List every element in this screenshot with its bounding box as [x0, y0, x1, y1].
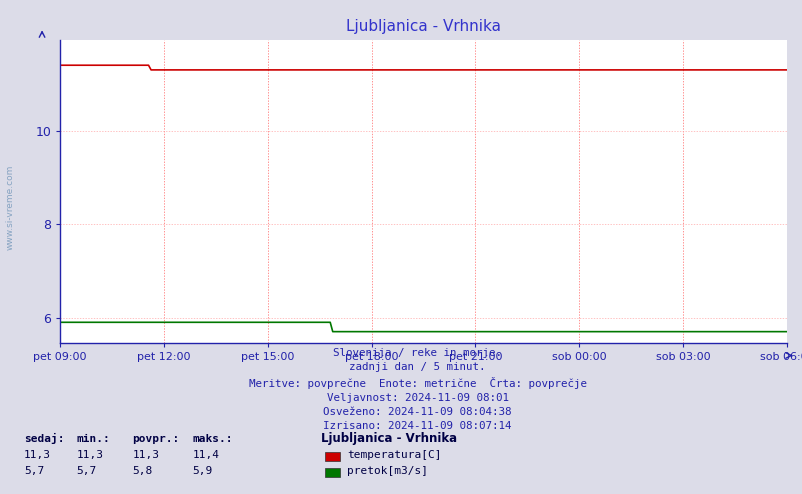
Text: povpr.:: povpr.: — [132, 434, 180, 444]
Text: min.:: min.: — [76, 434, 110, 444]
Text: 5,9: 5,9 — [192, 466, 213, 476]
Text: 11,3: 11,3 — [76, 451, 103, 460]
Text: Slovenija / reke in morje.
zadnji dan / 5 minut.
Meritve: povprečne  Enote: metr: Slovenija / reke in morje. zadnji dan / … — [249, 348, 585, 431]
Text: 5,7: 5,7 — [24, 466, 44, 476]
Text: 11,4: 11,4 — [192, 451, 220, 460]
Text: 5,8: 5,8 — [132, 466, 152, 476]
Text: 11,3: 11,3 — [24, 451, 51, 460]
Text: 5,7: 5,7 — [76, 466, 96, 476]
Text: maks.:: maks.: — [192, 434, 233, 444]
Text: pretok[m3/s]: pretok[m3/s] — [346, 466, 427, 476]
Text: temperatura[C]: temperatura[C] — [346, 451, 441, 460]
Text: sedaj:: sedaj: — [24, 433, 64, 444]
Text: Ljubljanica - Vrhnika: Ljubljanica - Vrhnika — [321, 432, 457, 445]
Title: Ljubljanica - Vrhnika: Ljubljanica - Vrhnika — [346, 19, 500, 34]
Text: 11,3: 11,3 — [132, 451, 160, 460]
Text: www.si-vreme.com: www.si-vreme.com — [6, 165, 15, 250]
